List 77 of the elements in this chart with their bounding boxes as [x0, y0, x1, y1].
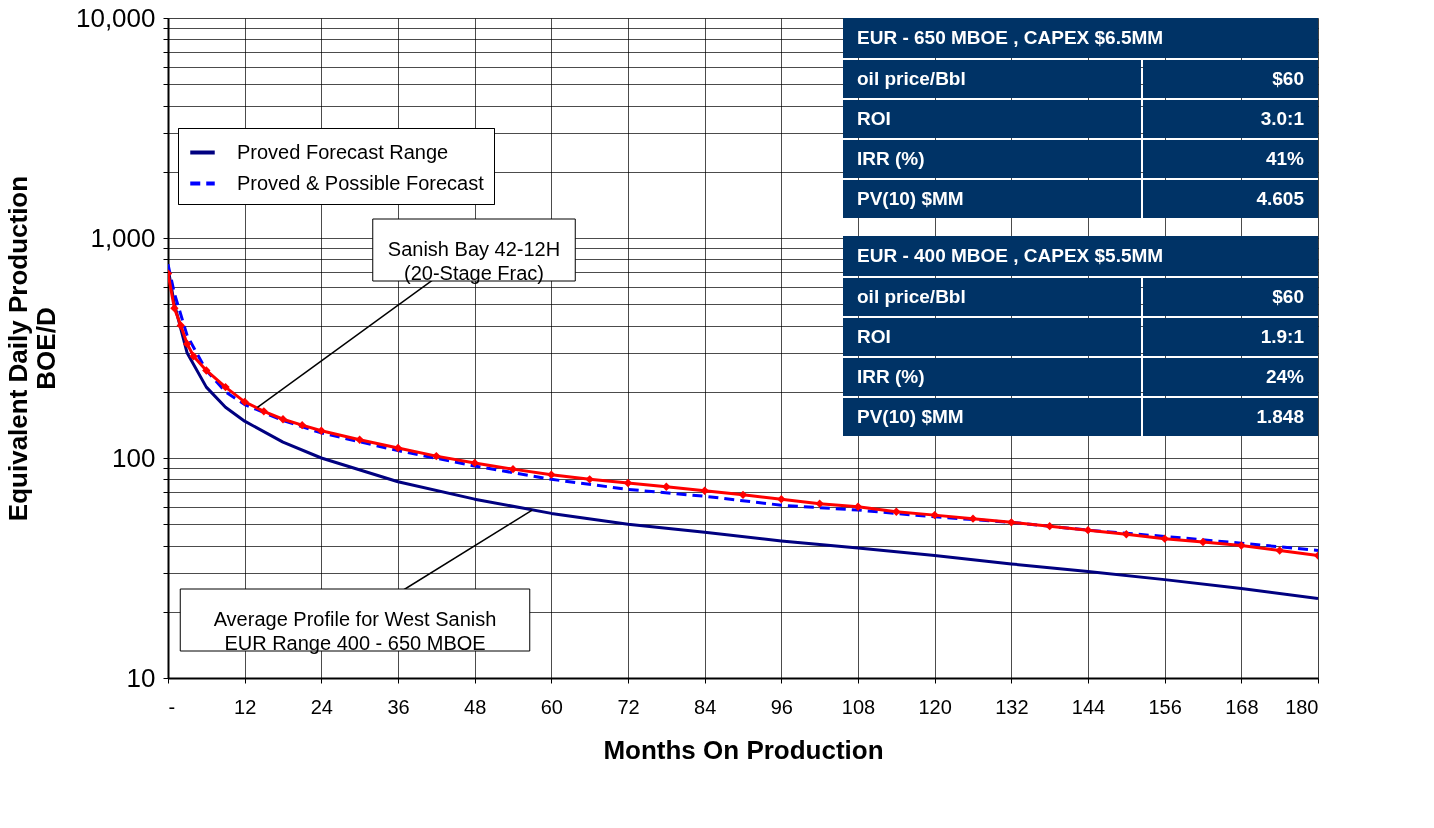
point: [1275, 546, 1284, 555]
x-tick-label: 120: [918, 695, 952, 718]
x-tick-label: 24: [310, 695, 333, 718]
x-tick-label: 168: [1225, 695, 1259, 718]
y-tick-label: 1,000: [90, 222, 156, 253]
y-tick-label: 100: [112, 442, 156, 473]
point: [1045, 521, 1054, 531]
annotation: IRR (%): [857, 366, 925, 387]
x-tick-label: 156: [1148, 695, 1182, 718]
x-tick-label: -: [168, 695, 176, 718]
point: [892, 507, 901, 516]
annotation: 24%: [1265, 366, 1305, 387]
x-tick-label: 60: [540, 695, 563, 718]
x-tick-label: 144: [1071, 695, 1106, 718]
point: [700, 486, 709, 495]
point: [355, 435, 364, 444]
annotation: EUR - 400 MBOE , CAPEX $5.5MM: [857, 245, 1164, 266]
annotation: 1.848: [1256, 406, 1304, 427]
point: [182, 339, 192, 349]
annotation: ROI: [857, 108, 891, 129]
legend-label: Proved Forecast Range: [237, 140, 449, 163]
point: [432, 451, 441, 461]
annotation: 4.605: [1256, 188, 1305, 209]
annotation: $60: [1272, 68, 1304, 89]
annotation: PV(10) $MM: [857, 188, 964, 209]
x-tick-label: 48: [464, 695, 487, 718]
point: [202, 366, 211, 375]
point: [259, 407, 269, 416]
point: [815, 499, 824, 508]
annotation: EUR - 650 MBOE , CAPEX $6.5MM: [857, 27, 1164, 48]
point: [547, 470, 556, 479]
legend-label: Proved & Possible Forecast: [237, 171, 485, 194]
annotation: 3.0:1: [1260, 108, 1305, 129]
point: [1007, 518, 1016, 527]
point: [240, 397, 249, 407]
x-tick-label: 108: [841, 695, 876, 718]
point: [777, 494, 786, 504]
annotation: 1.9:1: [1260, 326, 1305, 347]
point: [297, 420, 307, 430]
annotation: oil price/Bbl: [857, 286, 966, 307]
point: [470, 458, 479, 468]
annotation: 41%: [1265, 148, 1305, 169]
point: [508, 464, 518, 474]
annotation: IRR (%): [857, 148, 925, 169]
point: [662, 482, 671, 491]
point: [189, 352, 198, 361]
point: [1122, 530, 1131, 539]
x-tick-label: 132: [995, 695, 1029, 718]
point: [278, 415, 288, 424]
annotation: $60: [1272, 286, 1304, 307]
y-tick-label: 10: [126, 662, 156, 693]
point: [585, 475, 594, 484]
x-tick-label: 96: [770, 695, 793, 718]
x-axis-title: Months On Production: [603, 734, 884, 765]
annotation: ROI: [857, 326, 891, 347]
point: [738, 490, 748, 500]
x-tick-label: 72: [617, 695, 640, 718]
x-tick-label: 84: [694, 695, 717, 718]
x-tick-label: 36: [387, 695, 410, 718]
point: [1160, 534, 1169, 543]
x-tick-label: 12: [234, 695, 257, 718]
annotation: oil price/Bbl: [857, 68, 966, 89]
point: [176, 321, 185, 330]
point: [393, 443, 403, 453]
point: [930, 510, 939, 520]
point: [1083, 525, 1093, 535]
annotation: PV(10) $MM: [857, 406, 964, 427]
point: [968, 514, 978, 523]
point: [1237, 541, 1246, 550]
annotation: Average Profile for West Sanish EUR Range 400 - 650 MBOE: [213, 608, 497, 654]
y-axis-title: Equivalent Daily Production BOE/D: [2, 175, 61, 522]
annotation: Sanish Bay 42-12H (20-Stage Frac): [387, 238, 561, 284]
point: [317, 426, 326, 435]
y-tick-label: 10,000: [75, 2, 156, 33]
x-tick-label: 180: [1285, 695, 1319, 718]
point: [170, 303, 179, 313]
point: [221, 382, 230, 392]
